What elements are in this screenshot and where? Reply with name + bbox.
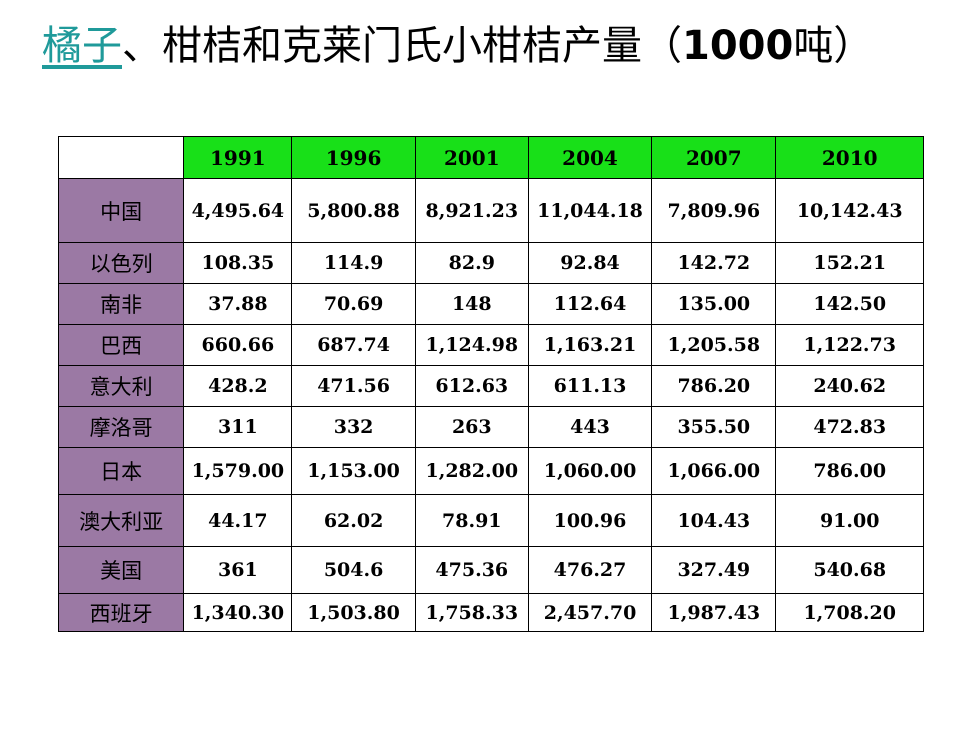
value-cell: 104.43 <box>651 494 777 547</box>
value-cell: 108.35 <box>183 242 293 284</box>
value-cell: 10,142.43 <box>775 178 924 243</box>
table-row: 日本 1,579.00 1,153.00 1,282.00 1,060.00 1… <box>57 447 924 495</box>
table-row: 澳大利亚 44.17 62.02 78.91 100.96 104.43 91.… <box>57 494 924 547</box>
value-cell: 62.02 <box>291 494 416 547</box>
year-header: 1991 <box>183 136 293 179</box>
year-header: 2007 <box>651 136 777 179</box>
value-cell: 428.2 <box>183 365 293 407</box>
value-cell: 92.84 <box>527 242 653 284</box>
value-cell: 472.83 <box>775 406 924 448</box>
value-cell: 332 <box>291 406 416 448</box>
country-label: 以色列 <box>57 242 185 284</box>
value-cell: 1,987.43 <box>651 593 777 632</box>
value-cell: 11,044.18 <box>527 178 653 243</box>
year-header: 2010 <box>775 136 924 179</box>
table-row: 意大利 428.2 471.56 612.63 611.13 786.20 24… <box>57 365 924 407</box>
value-cell: 1,163.21 <box>527 324 653 366</box>
value-cell: 475.36 <box>414 546 529 594</box>
country-label: 巴西 <box>57 324 185 366</box>
value-cell: 1,579.00 <box>183 447 293 495</box>
country-label: 日本 <box>57 447 185 495</box>
title-unit-number: 1000 <box>682 23 794 69</box>
value-cell: 611.13 <box>527 365 653 407</box>
title-link[interactable]: 橘子 <box>42 23 122 69</box>
value-cell: 135.00 <box>651 283 777 325</box>
country-label: 南非 <box>57 283 185 325</box>
year-header: 1996 <box>291 136 416 179</box>
country-label: 美国 <box>57 546 185 594</box>
title-unit-text: 吨） <box>793 23 874 69</box>
production-table: 1991 1996 2001 2004 2007 2010 中国 4,495.6… <box>57 136 924 632</box>
value-cell: 5,800.88 <box>291 178 416 243</box>
value-cell: 471.56 <box>291 365 416 407</box>
table-row: 南非 37.88 70.69 148 112.64 135.00 142.50 <box>57 283 924 325</box>
value-cell: 1,124.98 <box>414 324 529 366</box>
value-cell: 1,205.58 <box>651 324 777 366</box>
value-cell: 263 <box>414 406 529 448</box>
table-row: 摩洛哥 311 332 263 443 355.50 472.83 <box>57 406 924 448</box>
corner-cell <box>57 136 185 179</box>
value-cell: 2,457.70 <box>527 593 653 632</box>
value-cell: 540.68 <box>775 546 924 594</box>
value-cell: 361 <box>183 546 293 594</box>
value-cell: 1,340.30 <box>183 593 293 632</box>
value-cell: 70.69 <box>291 283 416 325</box>
table-row: 中国 4,495.64 5,800.88 8,921.23 11,044.18 … <box>57 178 924 243</box>
year-header: 2001 <box>414 136 529 179</box>
value-cell: 1,153.00 <box>291 447 416 495</box>
value-cell: 7,809.96 <box>651 178 777 243</box>
value-cell: 786.20 <box>651 365 777 407</box>
value-cell: 1,758.33 <box>414 593 529 632</box>
table-row: 巴西 660.66 687.74 1,124.98 1,163.21 1,205… <box>57 324 924 366</box>
country-label: 意大利 <box>57 365 185 407</box>
value-cell: 1,066.00 <box>651 447 777 495</box>
value-cell: 114.9 <box>291 242 416 284</box>
value-cell: 8,921.23 <box>414 178 529 243</box>
value-cell: 37.88 <box>183 283 293 325</box>
country-label: 西班牙 <box>57 593 185 632</box>
value-cell: 82.9 <box>414 242 529 284</box>
value-cell: 91.00 <box>775 494 924 547</box>
value-cell: 142.72 <box>651 242 777 284</box>
country-label: 摩洛哥 <box>57 406 185 448</box>
country-label: 中国 <box>57 178 185 243</box>
value-cell: 240.62 <box>775 365 924 407</box>
value-cell: 1,060.00 <box>527 447 653 495</box>
value-cell: 1,503.80 <box>291 593 416 632</box>
year-header: 2004 <box>527 136 653 179</box>
table-row: 以色列 108.35 114.9 82.9 92.84 142.72 152.2… <box>57 242 924 284</box>
value-cell: 311 <box>183 406 293 448</box>
header-row: 1991 1996 2001 2004 2007 2010 <box>57 136 924 179</box>
value-cell: 44.17 <box>183 494 293 547</box>
value-cell: 476.27 <box>527 546 653 594</box>
value-cell: 1,282.00 <box>414 447 529 495</box>
country-label: 澳大利亚 <box>57 494 185 547</box>
table-row: 美国 361 504.6 475.36 476.27 327.49 540.68 <box>57 546 924 594</box>
page-title: 橘子、柑桔和克莱门氏小柑桔产量（1000吨） <box>42 14 873 78</box>
value-cell: 112.64 <box>527 283 653 325</box>
value-cell: 687.74 <box>291 324 416 366</box>
value-cell: 142.50 <box>775 283 924 325</box>
value-cell: 152.21 <box>775 242 924 284</box>
value-cell: 327.49 <box>651 546 777 594</box>
value-cell: 100.96 <box>527 494 653 547</box>
value-cell: 612.63 <box>414 365 529 407</box>
value-cell: 355.50 <box>651 406 777 448</box>
value-cell: 4,495.64 <box>183 178 293 243</box>
value-cell: 78.91 <box>414 494 529 547</box>
value-cell: 786.00 <box>775 447 924 495</box>
value-cell: 1,708.20 <box>775 593 924 632</box>
title-text: 、柑桔和克莱门氏小柑桔产量（ <box>122 23 682 69</box>
table-row: 西班牙 1,340.30 1,503.80 1,758.33 2,457.70 … <box>57 593 924 632</box>
value-cell: 148 <box>414 283 529 325</box>
value-cell: 1,122.73 <box>775 324 924 366</box>
value-cell: 660.66 <box>183 324 293 366</box>
value-cell: 504.6 <box>291 546 416 594</box>
value-cell: 443 <box>527 406 653 448</box>
